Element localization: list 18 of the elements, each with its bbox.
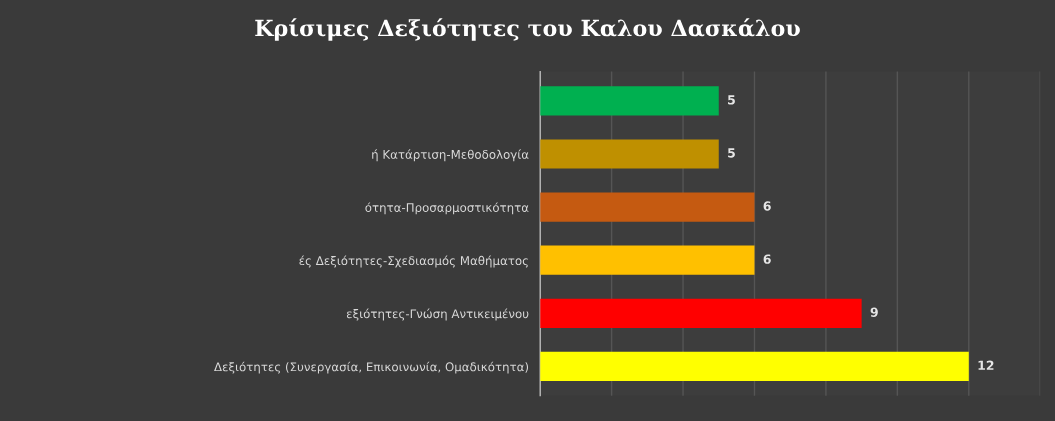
data-label: 6: [763, 254, 771, 264]
data-label: 9: [870, 307, 878, 317]
bar: [540, 86, 719, 116]
data-label: 6: [763, 201, 771, 211]
bar: [540, 192, 755, 222]
bar: [540, 351, 969, 382]
y-tick-label: ές Δεξιότητες-Σχεδιασμός Μαθήματος: [299, 255, 528, 268]
data-label: 5: [728, 148, 735, 158]
bar: [540, 245, 755, 275]
data-label: 5: [728, 95, 735, 105]
chart-title: Κρίσιμες Δεξιότητες του Καλου Δασκάλου: [255, 18, 800, 41]
y-tick-label: εξιότητες-Γνώση Αντικειμένου: [346, 308, 529, 321]
y-tick-label: Δεξιότητες (Συνεργασία, Επικοινωνία, Ομαδικότητα): [214, 361, 529, 374]
data-label: 12: [978, 360, 994, 370]
bar: [540, 298, 862, 328]
bar: [540, 139, 719, 169]
y-tick-label: ή Κατάρτιση-Μεθοδολογία: [372, 149, 529, 162]
y-tick-label: ότητα-Προσαρμοστικότητα: [365, 202, 529, 215]
